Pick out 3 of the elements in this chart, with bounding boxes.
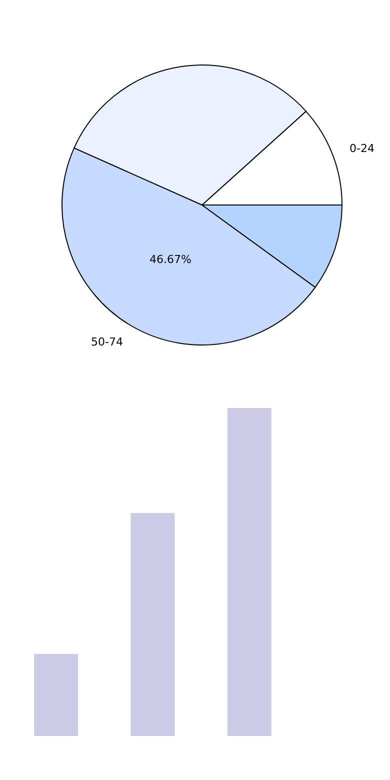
slice-label: 0-24 [350,142,374,155]
data-label: 46.67% [150,253,192,266]
slice-label: 50-74 [91,335,124,348]
